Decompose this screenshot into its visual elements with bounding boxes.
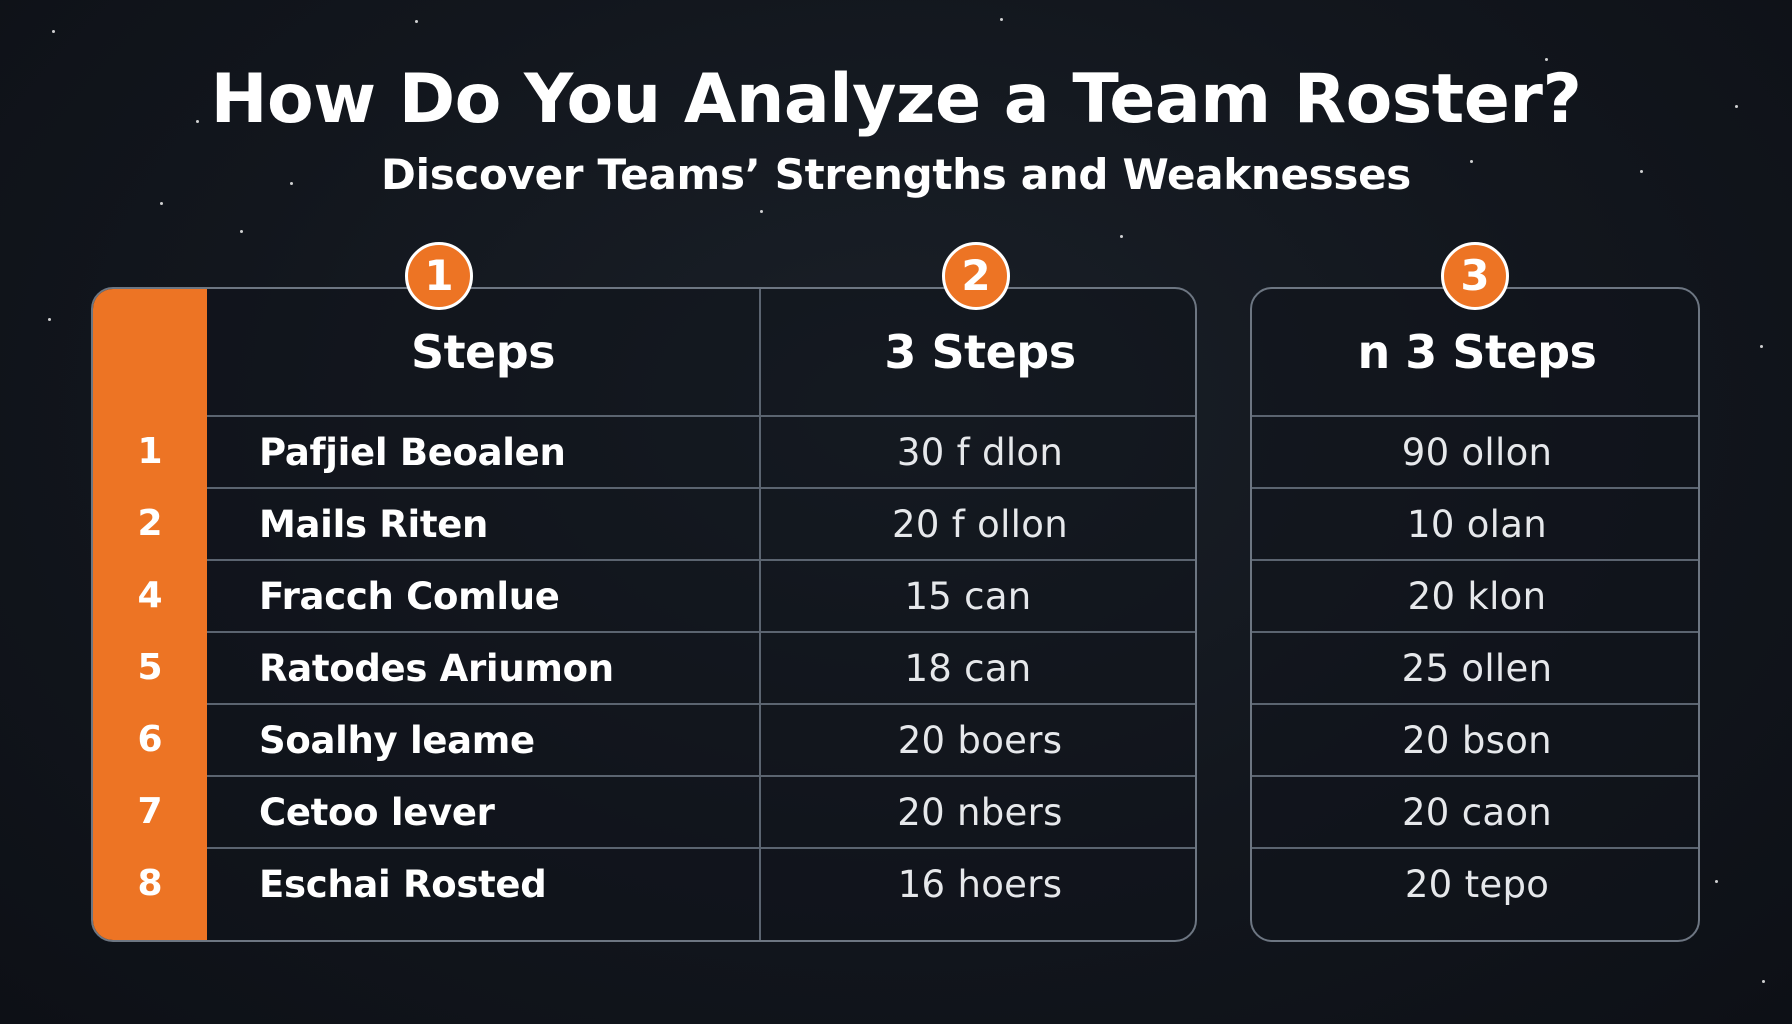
row-name: Ratodes Ariumon: [259, 647, 614, 690]
star: [160, 202, 163, 205]
row-divider: [1252, 847, 1698, 849]
row-name: Fracch Comlue: [259, 575, 560, 618]
step-badge-2: 2: [942, 242, 1010, 310]
page-title: How Do You Analyze a Team Roster?: [210, 60, 1582, 139]
star: [1120, 235, 1123, 238]
row-number: 2: [137, 503, 163, 544]
row-divider: [1252, 415, 1698, 417]
row-value: 30 f dlon: [896, 431, 1064, 474]
row-divider: [1252, 487, 1698, 489]
column-header: Steps: [410, 325, 556, 379]
row-name: Eschai Rosted: [259, 863, 547, 906]
row-name: Mails Riten: [259, 503, 489, 546]
row-value: 10 olan: [1407, 503, 1547, 546]
row-number: 7: [137, 791, 163, 832]
row-value: 20 boers: [897, 719, 1063, 762]
step-badge-3: 3: [1441, 242, 1509, 310]
row-divider: [207, 847, 1195, 849]
row-divider: [207, 559, 1195, 561]
row-value: 18 can: [904, 647, 1032, 690]
star: [1545, 58, 1548, 61]
row-divider: [207, 631, 1195, 633]
star: [196, 120, 199, 123]
star: [1640, 170, 1643, 173]
row-divider: [207, 415, 1195, 417]
star: [48, 318, 51, 321]
roster-table-left: Steps 3 Steps 1 Pafjiel Beoalen 30 f dlo…: [91, 287, 1197, 942]
star: [1735, 105, 1738, 108]
row-value: 20 nbers: [897, 791, 1063, 834]
row-name: Pafjiel Beoalen: [259, 431, 566, 474]
index-column: [93, 289, 207, 940]
row-value: 20 f ollon: [892, 503, 1068, 546]
star: [1760, 345, 1763, 348]
step-badge-1: 1: [405, 242, 473, 310]
row-value: 20 caon: [1401, 791, 1553, 834]
star: [760, 210, 763, 213]
row-divider: [1252, 703, 1698, 705]
star: [240, 230, 243, 233]
row-number: 8: [137, 863, 163, 904]
row-value: 20 bson: [1402, 719, 1552, 762]
roster-table-right: n 3 Steps 90 ollon 10 olan 20 klon 25 ol…: [1250, 287, 1700, 942]
row-value: 90 ollon: [1401, 431, 1553, 474]
row-number: 6: [137, 719, 163, 760]
row-name: Soalhy leame: [259, 719, 535, 762]
row-divider: [1252, 775, 1698, 777]
page-subtitle: Discover Teams’ Strengths and Weaknesses: [381, 150, 1411, 199]
row-divider: [1252, 631, 1698, 633]
star: [415, 20, 418, 23]
star: [290, 182, 293, 185]
column-header: 3 Steps: [884, 325, 1076, 379]
column-divider: [759, 289, 761, 940]
column-header: n 3 Steps: [1357, 325, 1597, 379]
row-number: 5: [137, 647, 163, 688]
star: [52, 30, 55, 33]
row-divider: [207, 487, 1195, 489]
row-number: 4: [137, 575, 163, 616]
star: [1762, 980, 1765, 983]
row-divider: [1252, 559, 1698, 561]
row-number: 1: [137, 431, 163, 472]
row-value: 20 klon: [1407, 575, 1547, 618]
row-value: 25 ollen: [1401, 647, 1553, 690]
star: [1470, 160, 1473, 163]
star: [1000, 18, 1003, 21]
star: [1715, 880, 1718, 883]
row-value: 16 hoers: [897, 863, 1063, 906]
row-divider: [207, 703, 1195, 705]
row-divider: [207, 775, 1195, 777]
row-name: Cetoo lever: [259, 791, 495, 834]
row-value: 20 tepo: [1404, 863, 1550, 906]
row-value: 15 can: [904, 575, 1032, 618]
